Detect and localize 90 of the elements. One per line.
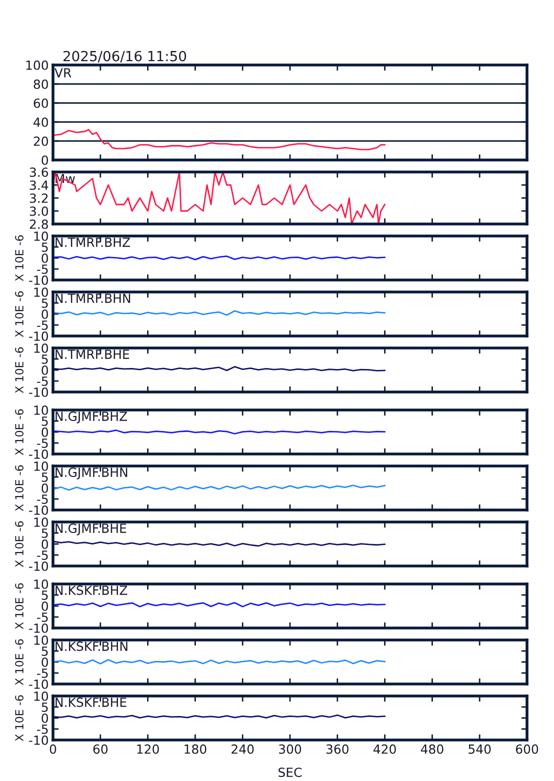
y-tick-label: 10	[34, 405, 48, 415]
y-tick-label: 5	[42, 528, 48, 538]
x-tick-label: 600	[516, 744, 538, 754]
y-axis-title: X 10E -6	[15, 695, 24, 742]
y-tick-label: -5	[36, 376, 48, 386]
y-tick-label: 0	[42, 539, 48, 549]
y-tick-label: 0	[42, 713, 48, 723]
y-tick-label: 20	[34, 136, 48, 146]
y-tick-label: -10	[29, 505, 48, 515]
y-tick-label: 10	[34, 579, 48, 589]
y-axis-title: X 10E -6	[15, 347, 24, 394]
y-tick-label: -10	[29, 623, 48, 633]
y-tick-label: 0	[42, 657, 48, 667]
y-tick-label: 0	[42, 253, 48, 263]
x-axis-title: SEC	[278, 768, 302, 778]
line-series	[53, 172, 386, 224]
y-tick-label: 5	[42, 416, 48, 426]
x-tick-label: 60	[93, 744, 108, 754]
y-tick-label: 0	[42, 155, 48, 165]
x-tick-label: 480	[420, 744, 444, 754]
x-tick-label: 0	[50, 744, 56, 754]
y-tick-label: -5	[36, 320, 48, 330]
chart-title: N.KSKF.BHN	[56, 642, 128, 651]
y-tick-label: 3.0	[30, 206, 48, 216]
y-tick-label: 10	[34, 517, 48, 527]
y-tick-label: 5	[42, 242, 48, 252]
y-tick-label: -10	[29, 331, 48, 341]
text: 2025/06/16 11:50	[64, 50, 186, 62]
y-tick-label: 3.2	[30, 193, 48, 203]
y-axis-title: X 10E -6	[15, 639, 24, 686]
x-tick-label: 120	[137, 744, 159, 754]
y-tick-label: 5	[42, 298, 48, 308]
y-tick-label: 80	[34, 79, 48, 89]
y-tick-label: 5	[42, 590, 48, 600]
line-series	[53, 128, 386, 150]
y-tick-label: 0	[42, 427, 48, 437]
chart-title: N.KSKF.BHZ	[56, 586, 128, 595]
y-tick-label: -10	[29, 735, 48, 745]
y-tick-label: -5	[36, 612, 48, 622]
y-tick-label: -5	[36, 668, 48, 678]
chart-title: N.GJMF.BHE	[56, 524, 126, 536]
x-tick-label: 420	[373, 744, 396, 754]
y-tick-label: -10	[29, 275, 48, 285]
chart-title: N.GJMF.BHN	[56, 468, 128, 480]
y-tick-label: 10	[34, 691, 48, 701]
x-tick-label: 360	[326, 744, 348, 754]
chart-title: VR	[54, 68, 72, 78]
y-tick-label: -10	[29, 679, 48, 689]
y-tick-label: 0	[42, 365, 48, 375]
y-tick-label: -5	[36, 724, 48, 734]
y-axis-title: X 10E -6	[15, 291, 24, 338]
y-tick-label: -10	[29, 387, 48, 397]
y-tick-label: -5	[36, 264, 48, 274]
chart-title: N.TMRF.BHN	[56, 294, 130, 303]
y-axis-title: X 10E -6	[15, 235, 24, 282]
y-tick-label: 10	[34, 287, 48, 297]
x-tick-label: 240	[232, 744, 254, 754]
y-axis-title: X 10E -6	[15, 521, 24, 568]
chart-title: N.GJMF.BHZ	[56, 412, 128, 424]
y-tick-label: 10	[34, 231, 48, 241]
y-tick-label: 0	[42, 309, 48, 319]
y-tick-label: 5	[42, 646, 48, 656]
y-tick-label: 10	[34, 635, 48, 645]
chart-title: N.TMRF.BHZ	[56, 238, 130, 247]
y-tick-label: 60	[34, 98, 48, 108]
y-tick-label: -5	[36, 438, 48, 448]
y-tick-label: 0	[42, 483, 48, 493]
x-tick-label: 180	[184, 744, 206, 754]
y-tick-label: -5	[36, 494, 48, 504]
y-axis-title: X 10E -6	[15, 583, 24, 630]
y-axis-title: X 10E -6	[15, 465, 24, 512]
y-tick-label: 10	[34, 461, 48, 471]
y-tick-label: 5	[42, 354, 48, 364]
y-tick-label: -10	[29, 449, 48, 459]
x-tick-label: 300	[279, 744, 302, 754]
y-tick-label: 0	[42, 601, 48, 611]
x-tick-label: 540	[468, 744, 491, 754]
y-tick-label: -10	[29, 561, 48, 571]
y-tick-label: 10	[34, 343, 48, 353]
y-tick-label: 100	[26, 60, 48, 70]
y-tick-label: 5	[42, 702, 48, 712]
y-tick-label: -5	[36, 550, 48, 560]
y-tick-label: 2.8	[30, 219, 48, 229]
y-tick-label: 3.4	[30, 180, 48, 190]
y-tick-label: 3.6	[30, 167, 48, 177]
y-axis-title: X 10E -6	[15, 409, 24, 456]
y-tick-label: 40	[34, 117, 48, 127]
y-tick-label: 5	[42, 472, 48, 482]
chart-title: N.TMRF.BHE	[56, 350, 130, 359]
chart-title: N.KSKF.BHE	[56, 698, 126, 707]
